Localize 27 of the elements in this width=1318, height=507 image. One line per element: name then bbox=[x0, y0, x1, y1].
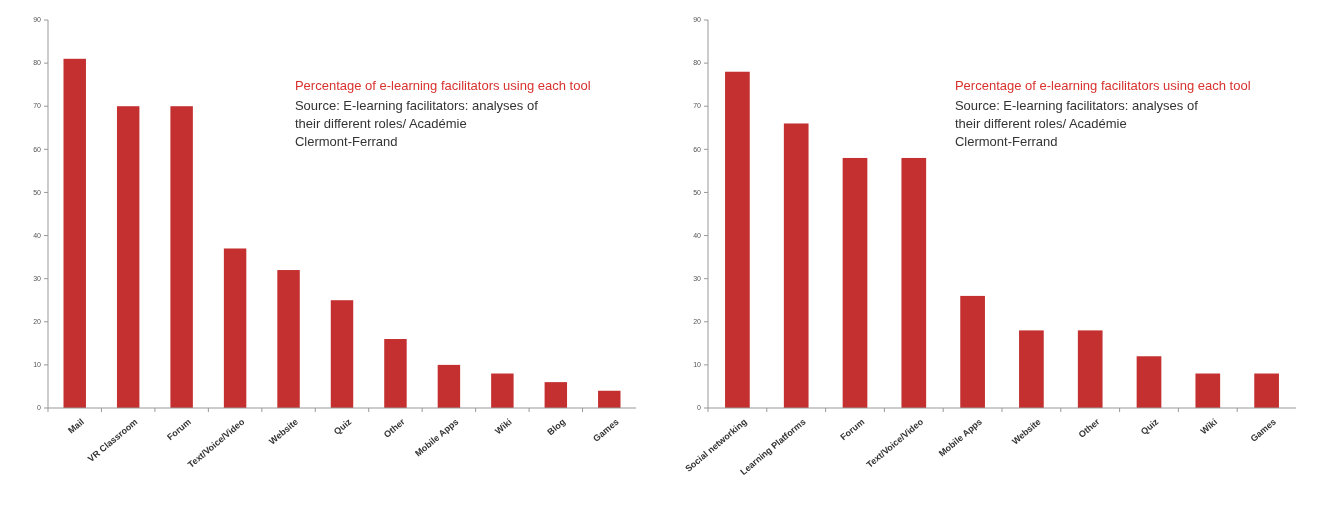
text: Percentage of e-learning facilitators using each tool bbox=[954, 78, 1251, 93]
x-tick-label: Quiz bbox=[1138, 416, 1161, 437]
bar bbox=[330, 300, 354, 408]
bar bbox=[1077, 330, 1103, 408]
bar bbox=[116, 106, 140, 408]
bar bbox=[1254, 373, 1279, 408]
x-tick-label: Quiz bbox=[331, 416, 354, 437]
bar bbox=[63, 58, 86, 408]
bar bbox=[544, 382, 568, 408]
bar bbox=[491, 373, 514, 408]
bar bbox=[842, 157, 868, 408]
annotation: Source: E-learning facilitators: analyses of their different roles/ Académie Clermont-Ferrand bbox=[954, 98, 1199, 149]
text: Percentage of e-learning facilitators using each tool bbox=[294, 78, 591, 93]
annotation: Source: E-learning facilitators: analyses of their different roles/ Académie Clermont-Ferrand bbox=[294, 98, 539, 149]
bar bbox=[1019, 330, 1044, 408]
bar bbox=[277, 270, 300, 408]
bar bbox=[1136, 356, 1162, 408]
bar bbox=[170, 106, 193, 408]
bar bbox=[1195, 373, 1221, 408]
bar bbox=[223, 248, 247, 408]
bar bbox=[783, 123, 809, 408]
bar bbox=[384, 339, 407, 408]
bar bbox=[901, 157, 927, 408]
bar bbox=[437, 364, 461, 408]
bar bbox=[725, 71, 750, 408]
bar bbox=[598, 390, 621, 408]
bar bbox=[960, 295, 985, 408]
